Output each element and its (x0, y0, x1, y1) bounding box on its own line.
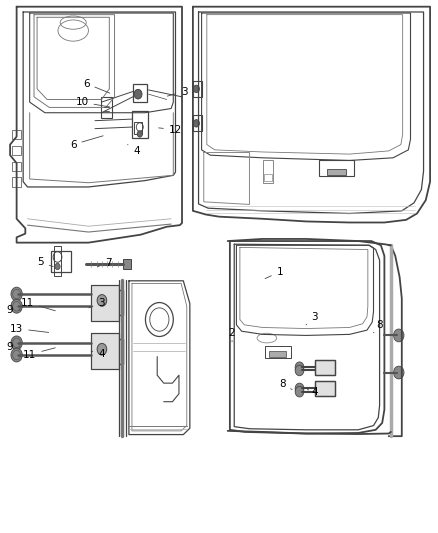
Circle shape (11, 287, 22, 301)
Bar (327, 169, 346, 175)
Bar (315, 360, 335, 375)
Text: 6: 6 (83, 78, 110, 93)
Bar (134, 122, 142, 134)
Bar (315, 381, 335, 396)
Circle shape (11, 300, 22, 313)
Text: 5: 5 (37, 257, 53, 267)
Bar (262, 160, 273, 183)
Text: 4: 4 (307, 387, 318, 397)
Bar (12, 161, 21, 171)
Circle shape (295, 383, 304, 394)
Text: 1: 1 (265, 267, 283, 279)
Text: 6: 6 (70, 136, 103, 150)
Circle shape (11, 336, 22, 350)
Circle shape (55, 263, 60, 270)
Bar (95, 338, 123, 364)
Circle shape (193, 119, 199, 127)
Text: 9: 9 (7, 342, 21, 352)
Bar (315, 360, 335, 375)
Bar (91, 285, 119, 320)
Text: 7: 7 (98, 259, 111, 268)
Circle shape (393, 366, 404, 379)
Bar (123, 259, 131, 269)
Circle shape (11, 348, 22, 362)
Bar (319, 160, 354, 176)
Text: 12: 12 (159, 125, 182, 135)
Bar (91, 285, 119, 320)
Bar (132, 111, 148, 138)
Text: 2: 2 (229, 328, 235, 342)
Text: 8: 8 (279, 379, 292, 390)
Circle shape (193, 85, 199, 93)
Bar (315, 381, 335, 396)
Text: 4: 4 (91, 349, 105, 359)
Text: 3: 3 (167, 86, 187, 96)
Bar (91, 333, 119, 369)
Circle shape (295, 362, 304, 373)
Bar (53, 246, 61, 276)
Text: 3: 3 (89, 297, 105, 308)
Bar (51, 251, 71, 272)
Bar (133, 84, 147, 102)
Circle shape (137, 131, 142, 137)
Text: 11: 11 (21, 297, 55, 311)
Circle shape (97, 295, 107, 306)
Circle shape (295, 365, 304, 376)
Bar (193, 81, 201, 97)
Bar (12, 177, 21, 187)
Bar (12, 130, 21, 139)
Bar (12, 146, 21, 155)
Bar (95, 290, 123, 316)
Text: 11: 11 (23, 348, 55, 360)
Circle shape (393, 329, 404, 342)
Text: 8: 8 (374, 320, 383, 333)
Bar (102, 97, 113, 118)
Bar (95, 290, 123, 316)
Bar (265, 346, 291, 358)
Bar (269, 351, 286, 357)
Bar (95, 338, 123, 364)
Text: 9: 9 (7, 305, 21, 315)
Text: 3: 3 (306, 312, 318, 325)
Text: 10: 10 (75, 97, 110, 107)
Circle shape (295, 386, 304, 397)
Text: 13: 13 (10, 324, 49, 334)
Bar (264, 174, 272, 181)
Circle shape (97, 343, 107, 355)
Bar (193, 115, 201, 131)
Circle shape (134, 90, 142, 99)
Text: 4: 4 (127, 144, 140, 156)
Bar (91, 333, 119, 369)
